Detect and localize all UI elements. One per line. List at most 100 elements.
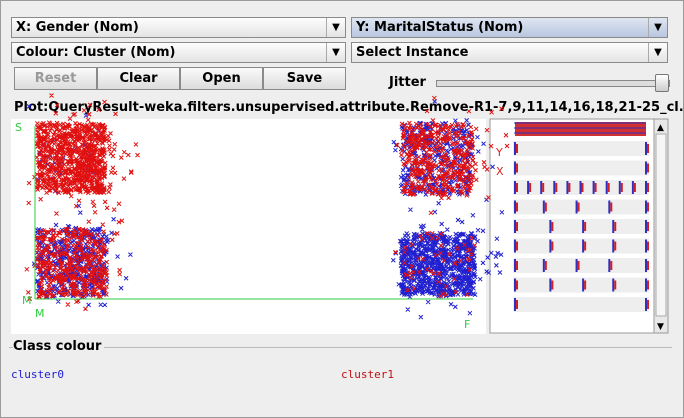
attr-tick-red [529, 183, 532, 192]
attr-tick-red [610, 202, 613, 212]
attr-tick-red [551, 280, 554, 290]
attr-tick-blue [612, 220, 615, 233]
attr-tick-blue [514, 259, 516, 272]
attr-row [513, 238, 649, 254]
attr-tick-red [516, 163, 518, 173]
attr-tick-blue [645, 220, 647, 233]
attr-tick-red [584, 222, 587, 231]
attr-tick-red [544, 202, 547, 212]
attr-x-label: X [496, 165, 504, 178]
attr-tick-blue [612, 239, 615, 253]
attr-row [513, 297, 649, 312]
class-colour-panel [9, 347, 672, 410]
attr-tick-red [516, 261, 518, 270]
attr-tick-red [516, 222, 518, 231]
points-red [24, 211, 123, 312]
y-top-label: S [15, 121, 22, 134]
x-right-label: F [464, 318, 470, 331]
attr-tick-red [516, 202, 518, 212]
attr-tick-blue [514, 161, 516, 175]
attr-tick-red [647, 280, 649, 290]
reset-button[interactable]: Reset [14, 67, 97, 90]
label: Select Instance [356, 45, 469, 60]
instance-select[interactable]: Select Instance ▼ [351, 42, 668, 63]
x-select[interactable]: X: Gender (Nom) ▼ [11, 17, 346, 38]
attr-tick-blue [608, 200, 611, 214]
attr-tick-red [577, 202, 580, 212]
attr-tick-blue [592, 181, 595, 194]
attr-tick-red [581, 183, 584, 192]
attr-tick-red [584, 280, 587, 290]
attr-tick-blue [527, 181, 530, 194]
attr-tick-blue [514, 200, 516, 214]
attr-tick-blue [645, 161, 647, 175]
legend-cluster0[interactable]: cluster0 [11, 368, 64, 381]
slider-thumb[interactable] [655, 74, 669, 92]
clear-button[interactable]: Clear [97, 67, 180, 90]
attr-tick-red [555, 183, 558, 192]
attr-tick-red [577, 261, 580, 270]
attr-tick-blue [645, 181, 647, 194]
attr-tick-red [542, 183, 545, 192]
scroll-down[interactable]: ▼ [657, 322, 664, 332]
attr-tick-red [568, 183, 571, 192]
attr-tick-blue [618, 181, 621, 194]
jitter-label: Jitter [389, 75, 426, 90]
attr-row [513, 160, 649, 176]
attr-tick-red [584, 241, 587, 251]
attr-tick-red [647, 241, 649, 251]
colour-select[interactable]: Colour: Cluster (Nom) ▼ [11, 42, 346, 63]
attr-row [513, 277, 649, 293]
attr-tick-blue [645, 278, 647, 292]
attr-tick-blue [549, 239, 552, 253]
attr-tick-red [516, 144, 518, 153]
attr-row [513, 258, 649, 273]
attr-tick-blue [549, 278, 552, 292]
attr-tick-blue [514, 239, 516, 253]
attr-tick-blue [514, 142, 516, 155]
attr-tick-blue [514, 298, 516, 311]
attr-tick-red [647, 222, 649, 231]
label: X: Gender (Nom) [16, 20, 139, 35]
scroll-thumb[interactable] [655, 133, 667, 317]
attr-tick-red [594, 183, 597, 192]
attr-tick-blue [645, 298, 647, 311]
y-bottom-label: M [22, 294, 32, 307]
attr-tick-blue [645, 259, 647, 272]
attr-tick-red [614, 241, 617, 251]
attr-tick-red [516, 300, 518, 309]
attr-tick-blue [566, 181, 569, 194]
x-left-label: M [35, 307, 45, 320]
attr-tick-red [647, 183, 649, 192]
attr-tick-red [516, 183, 518, 192]
attr-tick-blue [608, 259, 611, 272]
attr-tick-blue [582, 239, 585, 253]
attr-tick-blue [540, 181, 543, 194]
attr-tick-red [610, 261, 613, 270]
plot-title: Plot:QueryResult-weka.filters.unsupervis… [14, 100, 684, 115]
points-red [393, 210, 478, 299]
save-button[interactable]: Save [263, 67, 346, 90]
y-select[interactable]: Y: MaritalStatus (Nom) ▼ [351, 17, 668, 38]
attr-tick-red [516, 280, 518, 290]
jitter-slider[interactable] [436, 80, 670, 87]
points-red [394, 95, 510, 201]
attr-tick-blue [575, 259, 578, 272]
attr-tick-red [633, 183, 636, 192]
attr-tick-blue [582, 220, 585, 233]
attr-tick-red [544, 261, 547, 270]
attr-tick-blue [631, 181, 634, 194]
attr-tick-blue [645, 239, 647, 253]
attr-tick-blue [542, 200, 545, 214]
label: Colour: Cluster (Nom) [16, 45, 176, 60]
attr-bar-blue [514, 122, 646, 136]
legend-cluster1[interactable]: cluster1 [341, 368, 394, 381]
attr-tick-red [647, 144, 649, 153]
open-button[interactable]: Open [180, 67, 263, 90]
attr-row [513, 219, 649, 234]
scroll-up[interactable]: ▲ [657, 123, 664, 133]
attr-tick-blue [579, 181, 582, 194]
attr-tick-red [647, 300, 649, 309]
attr-tick-red [551, 241, 554, 251]
